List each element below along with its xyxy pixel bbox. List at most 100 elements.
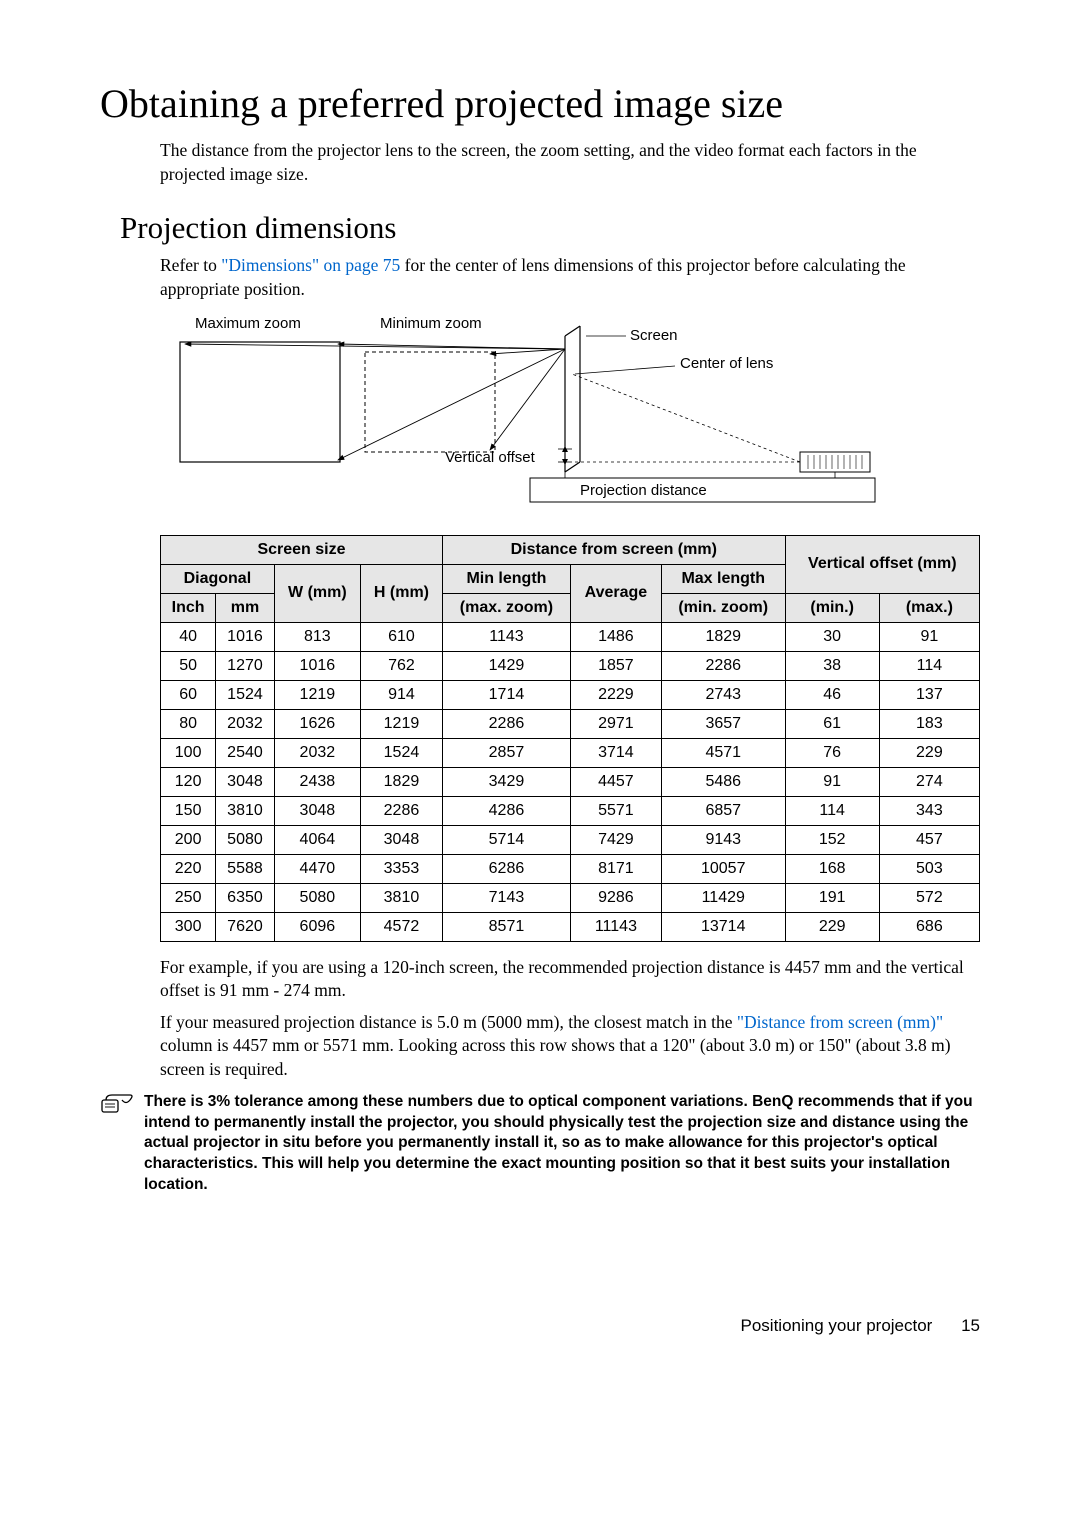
th-voffset: Vertical offset (mm) xyxy=(785,535,979,593)
table-cell: 11429 xyxy=(661,883,785,912)
screen-label: Screen xyxy=(630,327,678,344)
table-cell: 91 xyxy=(879,622,979,651)
max-zoom-label: Maximum zoom xyxy=(195,315,301,332)
th-h: H (mm) xyxy=(360,564,442,622)
center-lens-label: Center of lens xyxy=(680,355,773,372)
table-cell: 200 xyxy=(161,825,216,854)
table-cell: 91 xyxy=(785,767,879,796)
table-cell: 60 xyxy=(161,680,216,709)
table-row: 30076206096457285711114313714229686 xyxy=(161,912,980,941)
table-cell: 1016 xyxy=(274,651,360,680)
table-cell: 8571 xyxy=(442,912,570,941)
table-cell: 38 xyxy=(785,651,879,680)
table-cell: 2743 xyxy=(661,680,785,709)
th-max: (max.) xyxy=(879,593,979,622)
table-cell: 30 xyxy=(785,622,879,651)
table-cell: 6350 xyxy=(216,883,274,912)
table-cell: 10057 xyxy=(661,854,785,883)
table-row: 601524121991417142229274346137 xyxy=(161,680,980,709)
table-cell: 9143 xyxy=(661,825,785,854)
table-cell: 1714 xyxy=(442,680,570,709)
projection-distance-label: Projection distance xyxy=(580,482,707,499)
table-cell: 229 xyxy=(785,912,879,941)
th-w: W (mm) xyxy=(274,564,360,622)
table-cell: 40 xyxy=(161,622,216,651)
projection-table: Screen size Distance from screen (mm) Ve… xyxy=(160,535,980,942)
page-title: Obtaining a preferred projected image si… xyxy=(100,80,980,127)
table-cell: 183 xyxy=(879,709,979,738)
table-row: 2506350508038107143928611429191572 xyxy=(161,883,980,912)
table-cell: 76 xyxy=(785,738,879,767)
projector-icon xyxy=(800,452,870,472)
distance-link[interactable]: "Distance from screen (mm)" xyxy=(737,1012,943,1032)
table-cell: 191 xyxy=(785,883,879,912)
table-cell: 300 xyxy=(161,912,216,941)
table-cell: 1524 xyxy=(216,680,274,709)
table-cell: 2286 xyxy=(360,796,442,825)
table-cell: 7143 xyxy=(442,883,570,912)
table-cell: 61 xyxy=(785,709,879,738)
table-cell: 114 xyxy=(785,796,879,825)
table-cell: 229 xyxy=(879,738,979,767)
th-average: Average xyxy=(570,564,661,622)
table-cell: 1524 xyxy=(360,738,442,767)
table-cell: 4470 xyxy=(274,854,360,883)
note-text: There is 3% tolerance among these number… xyxy=(144,1092,980,1197)
table-cell: 2032 xyxy=(216,709,274,738)
table-cell: 2032 xyxy=(274,738,360,767)
table-cell: 7620 xyxy=(216,912,274,941)
projection-diagram: Maximum zoom Minimum zoom Screen Center … xyxy=(100,314,980,519)
table-cell: 3714 xyxy=(570,738,661,767)
table-cell: 457 xyxy=(879,825,979,854)
table-cell: 1143 xyxy=(442,622,570,651)
table-cell: 1429 xyxy=(442,651,570,680)
table-cell: 1486 xyxy=(570,622,661,651)
table-cell: 250 xyxy=(161,883,216,912)
table-cell: 6286 xyxy=(442,854,570,883)
page-number: 15 xyxy=(961,1316,980,1335)
table-cell: 2540 xyxy=(216,738,274,767)
table-cell: 813 xyxy=(274,622,360,651)
table-cell: 5588 xyxy=(216,854,274,883)
table-cell: 1626 xyxy=(274,709,360,738)
table-row: 12030482438182934294457548691274 xyxy=(161,767,980,796)
table-cell: 1219 xyxy=(274,680,360,709)
th-maxlen: Max length xyxy=(661,564,785,593)
table-cell: 3429 xyxy=(442,767,570,796)
tolerance-note: There is 3% tolerance among these number… xyxy=(100,1092,980,1197)
table-cell: 6096 xyxy=(274,912,360,941)
table-cell: 4286 xyxy=(442,796,570,825)
table-cell: 152 xyxy=(785,825,879,854)
table-cell: 4064 xyxy=(274,825,360,854)
table-cell: 1857 xyxy=(570,651,661,680)
table-cell: 3048 xyxy=(360,825,442,854)
th-minlen: Min length xyxy=(442,564,570,593)
section-heading: Projection dimensions xyxy=(100,210,980,246)
table-cell: 762 xyxy=(360,651,442,680)
table-cell: 3810 xyxy=(360,883,442,912)
table-cell: 11143 xyxy=(570,912,661,941)
th-minzoom: (min. zoom) xyxy=(661,593,785,622)
th-maxzoom: (max. zoom) xyxy=(442,593,570,622)
table-cell: 343 xyxy=(879,796,979,825)
table-row: 4010168136101143148618293091 xyxy=(161,622,980,651)
table-cell: 503 xyxy=(879,854,979,883)
dimensions-link[interactable]: "Dimensions" on page 75 xyxy=(221,255,400,275)
table-cell: 1829 xyxy=(360,767,442,796)
th-min: (min.) xyxy=(785,593,879,622)
intro-paragraph: The distance from the projector lens to … xyxy=(100,139,980,186)
table-cell: 120 xyxy=(161,767,216,796)
th-screen-size: Screen size xyxy=(161,535,443,564)
table-cell: 6857 xyxy=(661,796,785,825)
vertical-offset-label: Vertical offset xyxy=(445,449,536,466)
th-distance: Distance from screen (mm) xyxy=(442,535,785,564)
table-row: 200508040643048571474299143152457 xyxy=(161,825,980,854)
table-cell: 5080 xyxy=(274,883,360,912)
table-row: 2205588447033536286817110057168503 xyxy=(161,854,980,883)
table-cell: 2286 xyxy=(442,709,570,738)
table-cell: 686 xyxy=(879,912,979,941)
table-cell: 8171 xyxy=(570,854,661,883)
table-row: 8020321626121922862971365761183 xyxy=(161,709,980,738)
table-cell: 100 xyxy=(161,738,216,767)
table-cell: 4572 xyxy=(360,912,442,941)
